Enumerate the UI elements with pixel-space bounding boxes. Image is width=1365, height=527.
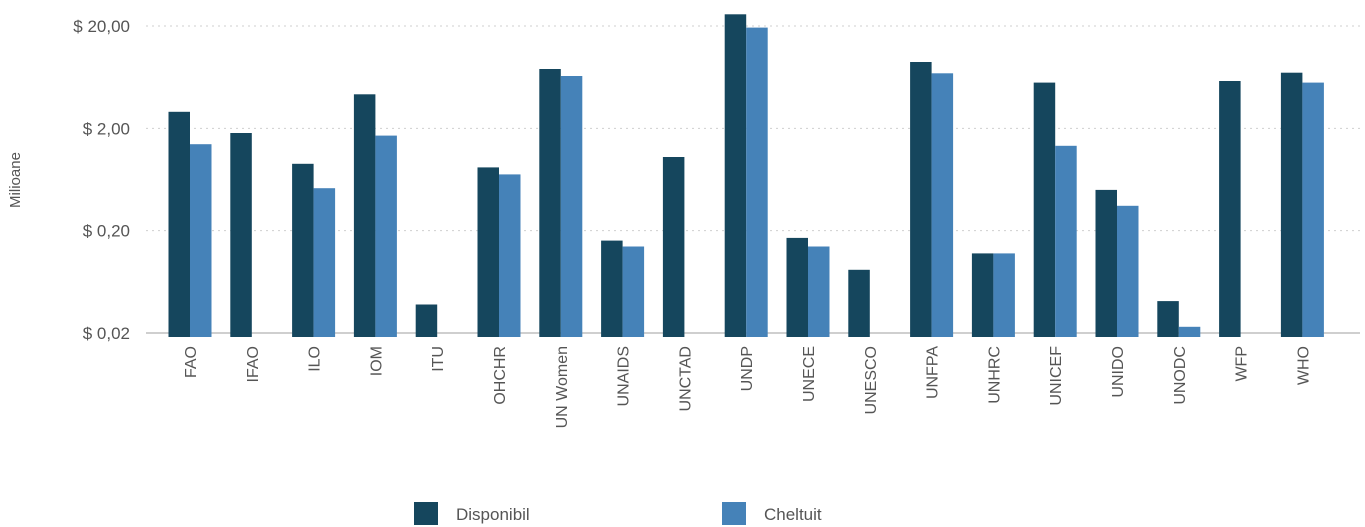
bar-disponibil xyxy=(971,253,994,337)
bar-cheltuit xyxy=(1117,205,1139,337)
x-tick-label: UNIDO xyxy=(1110,346,1127,398)
bar-cheltuit xyxy=(746,27,768,337)
y-tick-label: $ 0,20 xyxy=(83,222,130,241)
x-tick-label: WFP xyxy=(1234,346,1251,382)
x-tick-label: IFAO xyxy=(245,346,262,382)
y-axis: $ 0,02 $ 0,20 $ 2,00 $ 20,00 xyxy=(73,17,130,343)
bar-disponibil xyxy=(1157,301,1179,337)
bar-cheltuit xyxy=(1055,145,1077,337)
bar-cheltuit xyxy=(1178,326,1201,337)
x-tick-label: UNDP xyxy=(739,346,756,391)
bar-disponibil xyxy=(786,237,808,337)
x-tick-label: UNECE xyxy=(801,346,818,402)
bars xyxy=(168,14,1324,338)
bar-cheltuit xyxy=(499,174,521,337)
x-tick-label: ILO xyxy=(307,346,324,372)
bar-cheltuit xyxy=(622,246,645,337)
legend-swatch xyxy=(414,502,438,525)
bar-disponibil xyxy=(477,167,499,337)
bar-cheltuit xyxy=(931,73,954,338)
bar-disponibil xyxy=(168,111,190,337)
x-tick-label: UNHRC xyxy=(986,346,1003,404)
bar-disponibil xyxy=(1219,81,1241,337)
bar-disponibil xyxy=(539,69,561,337)
y-tick-label: $ 0,02 xyxy=(83,324,130,343)
legend-item-cheltuit: Cheltuit xyxy=(722,502,822,525)
bar-cheltuit xyxy=(190,144,212,337)
legend-label: Disponibil xyxy=(456,505,530,524)
bar-cheltuit xyxy=(313,188,336,337)
bar-disponibil xyxy=(1033,82,1056,337)
bar-disponibil xyxy=(848,269,870,337)
x-tick-label: UNICEF xyxy=(1048,346,1065,406)
legend-swatch xyxy=(722,502,746,525)
x-tick-label: UNAIDS xyxy=(616,346,633,406)
x-tick-label: UNODC xyxy=(1172,346,1189,405)
y-tick-label: $ 20,00 xyxy=(73,17,130,36)
bar-disponibil xyxy=(1280,72,1303,337)
bar-disponibil xyxy=(353,94,376,337)
bar-disponibil xyxy=(910,62,932,337)
x-tick-label: UN Women xyxy=(554,346,571,428)
legend: Disponibil Cheltuit xyxy=(414,502,822,525)
bar-cheltuit xyxy=(560,76,583,337)
bar-disponibil xyxy=(1095,189,1117,337)
x-tick-label: UNESCO xyxy=(863,346,880,414)
legend-label: Cheltuit xyxy=(764,505,822,524)
x-tick-label: ITU xyxy=(430,346,447,372)
bar-disponibil xyxy=(292,163,314,337)
bar-disponibil xyxy=(662,157,685,337)
bar-cheltuit xyxy=(375,135,397,337)
bar-disponibil xyxy=(601,240,623,337)
y-axis-title: Milioane xyxy=(7,152,24,208)
x-axis: FAO IFAO ILO IOM ITU OHCHR UN Women UNAIDS UNCTA… xyxy=(183,346,1312,429)
y-tick-label: $ 2,00 xyxy=(83,119,130,138)
x-tick-label: UNFPA xyxy=(925,346,942,399)
x-tick-label: IOM xyxy=(368,346,385,376)
legend-item-disponibil: Disponibil xyxy=(414,502,530,525)
bar-cheltuit xyxy=(1302,82,1324,337)
x-tick-label: OHCHR xyxy=(492,346,509,405)
bar-disponibil xyxy=(230,133,252,337)
bar-cheltuit xyxy=(993,253,1015,337)
x-tick-label: WHO xyxy=(1295,346,1312,385)
x-tick-label: UNCTAD xyxy=(677,346,694,411)
bar-cheltuit xyxy=(808,246,830,337)
x-tick-label: FAO xyxy=(183,346,200,378)
bar-disponibil xyxy=(415,304,438,337)
bar-disponibil xyxy=(724,14,747,338)
